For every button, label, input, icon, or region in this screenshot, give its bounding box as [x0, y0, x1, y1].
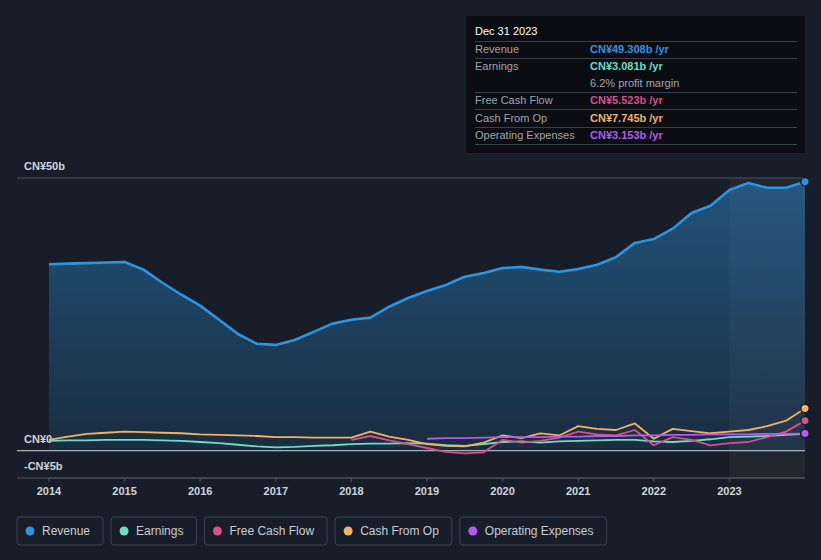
- legend-label: Earnings: [136, 524, 183, 538]
- legend-swatch: [120, 527, 129, 536]
- end-dot: [801, 416, 809, 424]
- x-tick: [729, 478, 730, 482]
- chart: CN¥50b CN¥0 -CN¥5b 2014 2015 2016 2017 2018 2019…: [0, 0, 821, 560]
- tooltip-value: CN¥3.081b /yr: [590, 60, 663, 72]
- grid-line: [17, 178, 805, 179]
- tooltip-sep: [475, 127, 797, 128]
- x-tick: [124, 478, 125, 482]
- x-tick: [49, 478, 50, 482]
- x-tick-label: 2018: [339, 485, 363, 497]
- series-line: [49, 408, 805, 446]
- end-dot: [801, 404, 809, 412]
- tooltip-sep: [475, 58, 797, 59]
- legend-label: Cash From Op: [360, 524, 439, 538]
- tooltip-sep: [475, 92, 797, 93]
- legend-label: Operating Expenses: [485, 524, 594, 538]
- legend-box: [111, 517, 196, 545]
- x-tick-label: 2023: [717, 485, 741, 497]
- end-dot: [801, 178, 809, 186]
- tooltip-label: Cash From Op: [475, 112, 547, 124]
- grid-line: [17, 478, 805, 479]
- legend-label: Free Cash Flow: [229, 524, 314, 538]
- x-tick: [427, 478, 428, 482]
- legend-swatch: [26, 527, 35, 536]
- tooltip-value: CN¥7.745b /yr: [590, 112, 663, 124]
- legend-swatch: [468, 527, 477, 536]
- x-tick-label: 2015: [112, 485, 136, 497]
- legend-box: [204, 517, 327, 545]
- tooltip-label: Free Cash Flow: [475, 94, 553, 106]
- x-tick: [200, 478, 201, 482]
- end-dot: [801, 430, 809, 438]
- y-tick-label: CN¥50b: [24, 160, 65, 172]
- y-tick-label: -CN¥5b: [24, 460, 63, 472]
- tooltip-value: CN¥5.523b /yr: [590, 94, 663, 106]
- legend-swatch: [344, 527, 353, 536]
- x-tick: [578, 478, 579, 482]
- tooltip-sep: [475, 109, 797, 110]
- x-tick: [275, 478, 276, 482]
- area: [49, 182, 805, 451]
- tooltip-box: [466, 16, 805, 153]
- tooltip-sep: [475, 41, 797, 42]
- tooltip-sep: [475, 144, 797, 145]
- x-tick-label: 2014: [37, 485, 62, 497]
- tooltip-value: CN¥49.308b /yr: [590, 43, 670, 55]
- legend-box: [17, 517, 103, 545]
- legend-box: [335, 517, 452, 545]
- tooltip-label: Revenue: [475, 43, 519, 55]
- x-tick: [502, 478, 503, 482]
- x-tick-label: 2020: [490, 485, 514, 497]
- plot-area: [49, 182, 805, 454]
- legend-box: [460, 517, 607, 545]
- x-tick-label: 2022: [642, 485, 666, 497]
- end-dot: [801, 429, 809, 437]
- series-line: [427, 434, 805, 439]
- tooltip-label: Earnings: [475, 60, 519, 72]
- legend-label: Revenue: [42, 524, 90, 538]
- legend-swatch: [213, 527, 222, 536]
- tooltip: Dec 31 2023 Revenue CN¥49.308b /yr Earnings…: [466, 16, 805, 153]
- x-tick: [351, 478, 352, 482]
- tooltip-label: Operating Expenses: [475, 129, 575, 141]
- legend: Revenue Earnings Free Cash Flow Cash From O…: [17, 517, 607, 545]
- series-line: [49, 182, 805, 345]
- tooltip-value: CN¥3.153b /yr: [590, 129, 663, 141]
- x-tick-label: 2021: [566, 485, 590, 497]
- x-tick-label: 2016: [188, 485, 212, 497]
- x-tick-label: 2017: [264, 485, 288, 497]
- end-dots: [801, 178, 809, 439]
- x-tick-label: 2019: [415, 485, 439, 497]
- y-tick-label: CN¥0: [24, 433, 52, 445]
- x-tick: [653, 478, 654, 482]
- tooltip-date: Dec 31 2023: [475, 25, 537, 37]
- background: [0, 0, 821, 560]
- tooltip-value: 6.2% profit margin: [590, 77, 679, 89]
